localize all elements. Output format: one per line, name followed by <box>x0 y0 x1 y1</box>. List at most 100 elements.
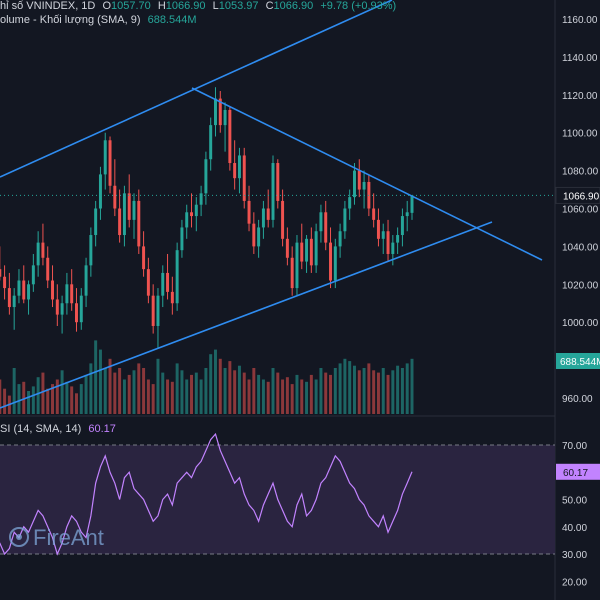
volume-bar <box>247 379 251 414</box>
candle-body <box>362 181 366 190</box>
candle-body <box>252 223 256 247</box>
candle-body <box>352 170 356 198</box>
watermark: FireAnt <box>9 525 104 550</box>
candle-body <box>237 155 241 179</box>
volume-bar <box>94 340 98 414</box>
rsi-tick-label: 20.00 <box>562 577 587 588</box>
candle-body <box>31 265 35 285</box>
upper-channel-trendline <box>0 0 393 178</box>
volume-bar <box>190 374 194 414</box>
volume-bar <box>338 363 342 414</box>
candle-body <box>89 235 93 266</box>
volume-bar <box>27 391 31 414</box>
volume-bar <box>137 363 141 414</box>
volume-bar <box>233 370 237 414</box>
volume-bar <box>324 372 328 414</box>
rsi-indicator-label: SI (14, SMA, 14) <box>0 423 82 435</box>
candle-body <box>127 193 131 220</box>
candle-body <box>290 257 294 289</box>
candle-body <box>70 284 74 304</box>
volume-bar <box>89 363 93 414</box>
candle-body <box>396 235 400 243</box>
volume-bar <box>295 374 299 414</box>
rsi-line <box>0 432 413 556</box>
volume-bar <box>357 370 361 414</box>
candle-body <box>0 269 2 277</box>
candle-body <box>103 140 107 175</box>
rsi-value-tag <box>556 463 600 480</box>
candle-body <box>305 238 309 262</box>
volume-bar <box>60 370 64 414</box>
symbol-header: hỉ số VNINDEX, 1D O1057.70 H1066.90 L105… <box>0 0 400 12</box>
volume-bar <box>257 374 261 414</box>
candle-body <box>3 276 7 289</box>
price-tick-label: 1020.00 <box>562 280 599 291</box>
price-tick-label: 1060.00 <box>562 205 599 216</box>
volume-bar <box>22 381 26 414</box>
ohlc-close-label: C <box>265 0 274 12</box>
candle-body <box>338 231 342 247</box>
rsi-tick-label: 40.00 <box>562 523 587 534</box>
volume-bar <box>122 379 126 414</box>
candle-body <box>12 295 16 308</box>
candle-body <box>376 219 380 239</box>
fireant-logo-dot <box>16 534 22 540</box>
ohlc-open-label: O <box>102 0 111 12</box>
candle-body <box>175 250 179 304</box>
volume-bar <box>161 372 165 414</box>
volume-bar <box>17 384 21 414</box>
ohlc-close-value: 1066.90 <box>273 0 314 12</box>
volume-bar <box>142 368 146 414</box>
candle-body <box>98 174 102 209</box>
candle-body <box>324 212 328 243</box>
candle-body <box>113 185 117 209</box>
volume-bar <box>309 374 313 414</box>
candle-body <box>166 272 170 292</box>
rsi-value-tag-label: 60.17 <box>563 468 588 479</box>
symbol-title: hỉ số VNINDEX, 1D <box>0 0 96 12</box>
candle-body <box>247 200 251 224</box>
volume-bar <box>386 374 390 414</box>
rsi-tick-label: 70.00 <box>562 441 587 452</box>
volume-bar <box>276 372 280 414</box>
volume-bar <box>84 374 88 414</box>
volume-bar <box>348 361 352 414</box>
ohlc-high-label: H <box>157 0 166 12</box>
candle-body <box>266 208 270 220</box>
candle-body <box>17 280 21 296</box>
ohlc-low-label: L <box>212 0 219 12</box>
volume-bar <box>285 377 289 414</box>
candle-body <box>405 212 409 217</box>
volume-bar <box>41 372 45 414</box>
volume-bar <box>396 365 400 414</box>
candle-body <box>36 242 40 266</box>
candle-body <box>386 231 390 254</box>
volume-bar <box>381 368 385 414</box>
candle-body <box>281 200 285 239</box>
price-tick-label: 1080.00 <box>562 167 599 178</box>
volume-bar <box>166 379 170 414</box>
price-change: +9.78 (+0.93%) <box>320 0 397 12</box>
candle-body <box>218 98 222 126</box>
volume-bar <box>237 365 241 414</box>
candle-body <box>46 257 50 281</box>
candle-body <box>190 212 194 217</box>
volume-tag-label: 688.544M <box>560 357 600 368</box>
candle-body <box>271 163 275 220</box>
last-price-tag <box>555 186 600 204</box>
ohlc-high-value: 1066.90 <box>165 0 206 12</box>
candle-body <box>204 159 208 194</box>
volume-bar <box>199 379 203 414</box>
volume-bar <box>146 379 150 414</box>
fireant-logo-icon <box>9 527 29 547</box>
rsi-header: SI (14, SMA, 14) 60.17 <box>0 423 120 435</box>
volume-bar <box>352 365 356 414</box>
candle-body <box>65 284 69 304</box>
candle-body <box>137 200 141 247</box>
volume-bar <box>228 361 232 414</box>
volume-bar <box>376 372 380 414</box>
candle-body <box>319 212 323 232</box>
volume-bar <box>98 349 102 414</box>
